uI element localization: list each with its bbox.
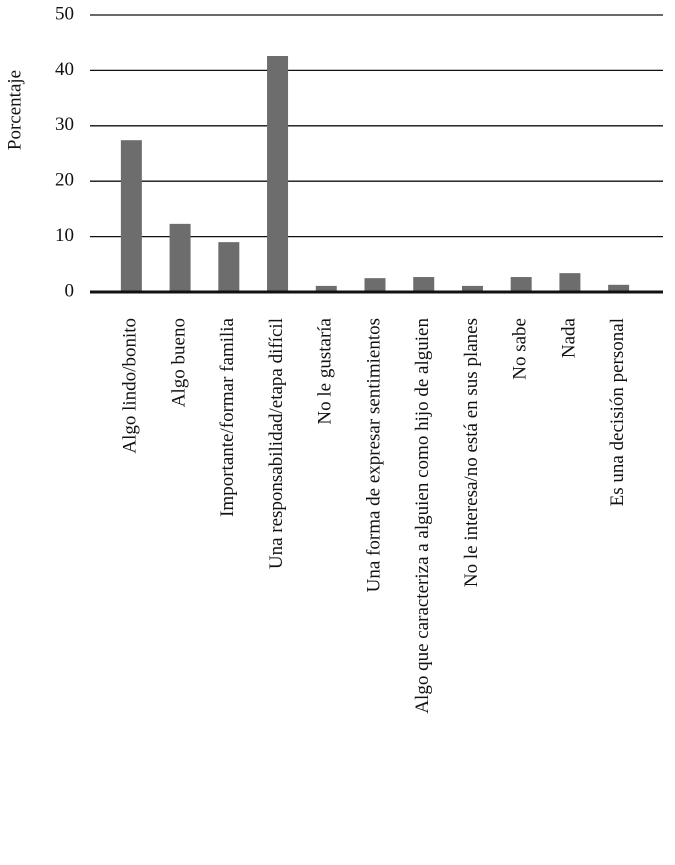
y-axis-label: Porcentaje bbox=[4, 70, 25, 150]
x-tick-label: No le interesa/no está en sus planes bbox=[461, 318, 482, 587]
bar bbox=[461, 285, 483, 292]
y-tick-label: 0 bbox=[65, 280, 75, 301]
bar bbox=[364, 278, 386, 292]
bar bbox=[169, 223, 191, 292]
x-tick-label: No le gustaría bbox=[315, 317, 336, 424]
bar bbox=[267, 55, 289, 292]
bar bbox=[218, 242, 240, 292]
bar bbox=[120, 140, 142, 292]
bar bbox=[413, 277, 435, 292]
bar bbox=[608, 284, 630, 292]
x-tick-label: Algo lindo/bonito bbox=[120, 318, 141, 454]
bar bbox=[559, 273, 581, 292]
y-tick-label: 40 bbox=[55, 59, 74, 80]
x-tick-label: Una responsabilidad/etapa difícil bbox=[266, 318, 287, 569]
x-tick-label: Una forma de expresar sentimientos bbox=[363, 318, 384, 592]
x-tick-label: Algo bueno bbox=[168, 318, 189, 407]
x-tick-label: Es una decisión personal bbox=[607, 318, 628, 506]
y-tick-label: 30 bbox=[55, 114, 74, 135]
bar bbox=[510, 277, 532, 292]
y-tick-label: 20 bbox=[55, 170, 74, 191]
x-tick-label: Algo que caracteriza a alguien como hijo… bbox=[412, 318, 433, 714]
x-tick-label: Importante/formar familia bbox=[217, 317, 238, 516]
bar bbox=[315, 285, 337, 292]
y-tick-label: 10 bbox=[55, 225, 74, 246]
x-tick-label: No sabe bbox=[510, 318, 531, 380]
y-tick-label: 50 bbox=[55, 3, 74, 24]
x-tick-label: Nada bbox=[558, 317, 579, 358]
